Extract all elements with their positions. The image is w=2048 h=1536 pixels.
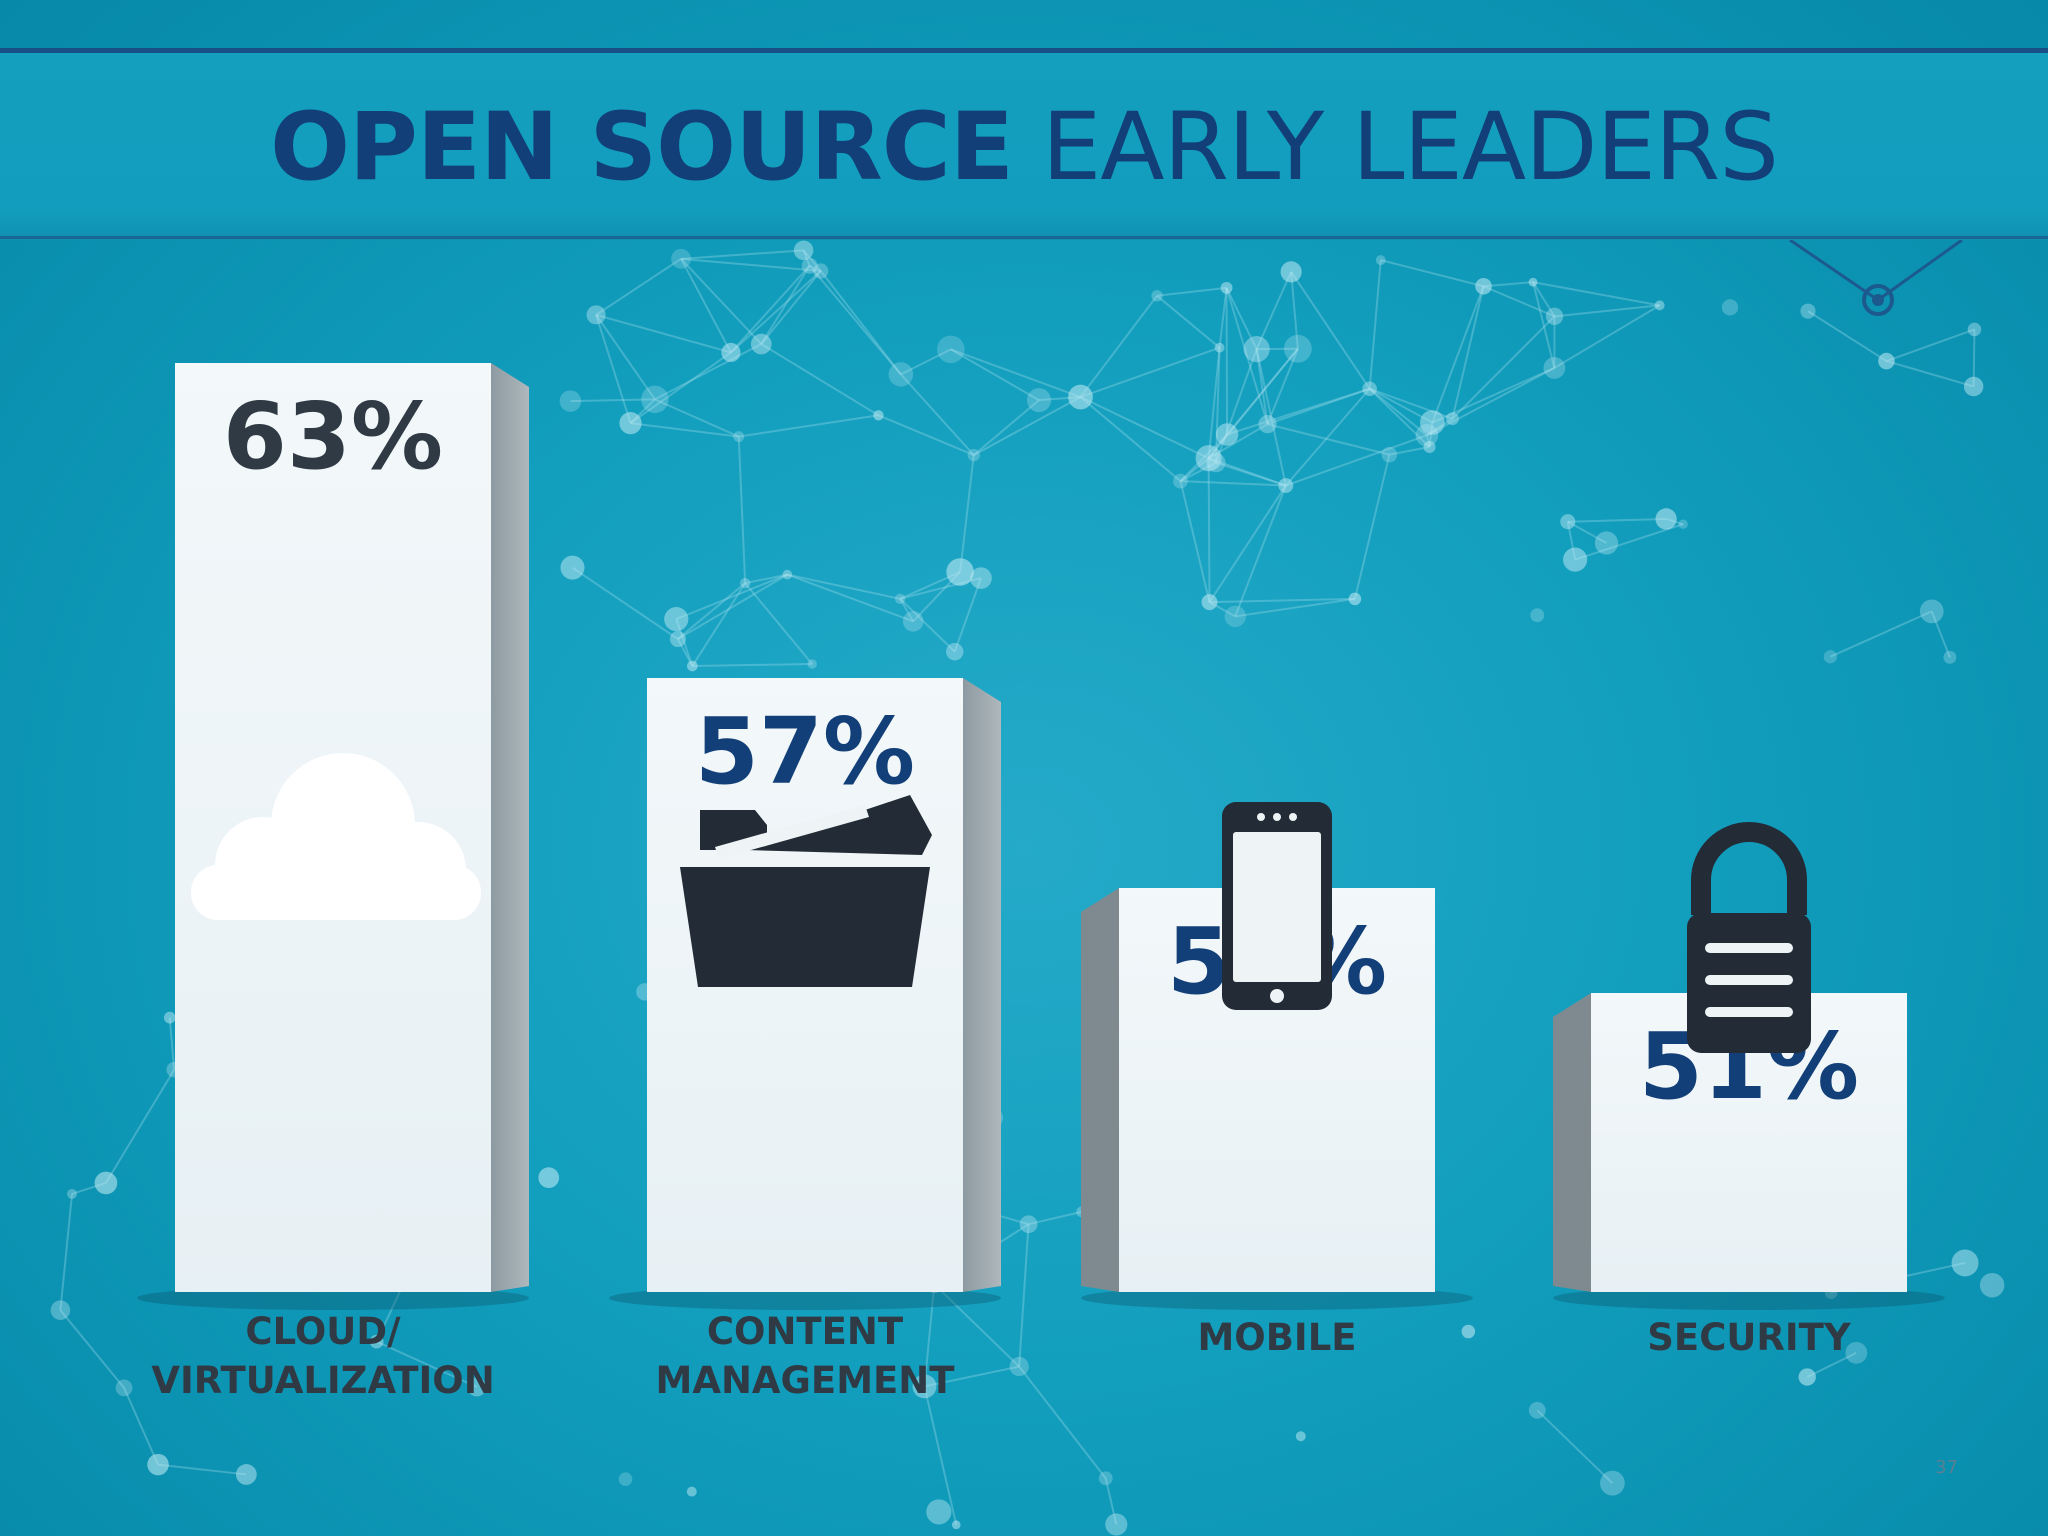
title-bold: OPEN SOURCE (270, 93, 1014, 202)
emblem-ring (1862, 284, 1894, 316)
top-rule (0, 48, 2048, 53)
title-light: EARLY LEADERS (1041, 93, 1779, 202)
slide-title: OPEN SOURCE EARLY LEADERS (0, 88, 2048, 208)
mobile-phone-icon (1222, 802, 1332, 1010)
bar-group: 63% CLOUD/VIRTUALIZATION (137, 363, 529, 1402)
page-number: 37 (1935, 1457, 1958, 1478)
emblem-lines (1789, 238, 1963, 302)
bar-side (1081, 888, 1119, 1292)
bar-group: 53%MOBILE (1081, 802, 1473, 1359)
category-label: CONTENT MANAGEMENT (656, 1310, 956, 1402)
bar-side (1553, 993, 1591, 1292)
value-label: 63% (223, 383, 443, 490)
lock-icon (1687, 822, 1811, 1053)
category-label: MOBILE (1197, 1316, 1356, 1359)
category-label: CLOUD/VIRTUALIZATION (151, 1310, 494, 1402)
title-rule (0, 236, 2048, 239)
category-label: SECURITY (1647, 1316, 1852, 1359)
bar-group: 57% CONTENT MANAGEMENT (609, 678, 1001, 1402)
title-band (0, 50, 2048, 240)
value-label: 57% (695, 698, 915, 805)
folder-icon (680, 795, 932, 987)
bar-side (963, 678, 1001, 1292)
bar-side (491, 363, 529, 1292)
bar-group: 51%SECURITY (1553, 822, 1945, 1359)
cloud-icon (191, 753, 481, 920)
network-nodes (50, 240, 2005, 1536)
